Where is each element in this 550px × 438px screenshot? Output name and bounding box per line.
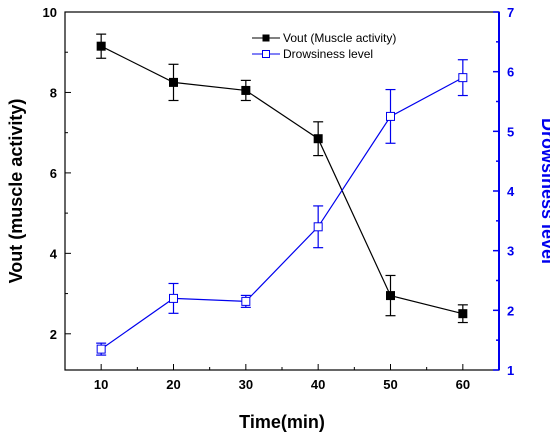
x-tick-label: 60 <box>456 377 470 392</box>
y-tick-label: 4 <box>50 246 58 261</box>
y2-tick-label: 5 <box>507 124 514 139</box>
x-tick-label: 10 <box>94 377 108 392</box>
y2-tick-label: 2 <box>507 303 514 318</box>
x-tick-label: 30 <box>239 377 253 392</box>
y2-tick-label: 6 <box>507 65 514 80</box>
data-point-vout <box>96 41 106 51</box>
left-y-axis-title: Vout (muscle activity) <box>6 99 26 284</box>
data-point-drowsiness <box>241 296 251 306</box>
data-point-drowsiness <box>313 222 323 232</box>
y2-tick-label: 4 <box>507 184 515 199</box>
left-y-axis-ticks: 2 4 6 8 10 <box>43 5 71 342</box>
legend-box <box>248 30 400 64</box>
data-point-drowsiness <box>386 111 395 121</box>
data-point-vout <box>313 134 323 144</box>
plot-frame <box>64 11 500 371</box>
legend: Vout (Muscle activity) Drowsiness level <box>248 30 400 64</box>
y-tick-label: 8 <box>50 85 57 100</box>
right-y-axis-title: Drowsiness level <box>538 118 550 264</box>
data-point-vout <box>169 77 178 87</box>
right-y-axis-ticks: 1 2 3 4 5 6 7 <box>493 5 515 378</box>
y-tick-label: 2 <box>50 327 57 342</box>
data-point-vout <box>386 291 395 301</box>
series-layer <box>96 33 468 356</box>
x-tick-label: 20 <box>166 377 180 392</box>
x-axis-ticks: 10 20 30 40 50 60 <box>94 364 470 392</box>
y2-tick-label: 3 <box>507 244 514 259</box>
legend-marker-vout <box>262 34 270 42</box>
data-point-vout <box>241 85 251 95</box>
y2-tick-label: 7 <box>507 5 514 20</box>
legend-label-vout: Vout (Muscle activity) <box>283 31 396 45</box>
x-tick-label: 40 <box>311 377 325 392</box>
series-line-vout <box>100 45 463 315</box>
x-axis-title: Time(min) <box>239 412 325 432</box>
y-tick-label: 6 <box>50 166 57 181</box>
legend-label-drowsiness: Drowsiness level <box>283 47 373 61</box>
y-tick-label: 10 <box>43 5 57 20</box>
legend-marker-drowsiness <box>262 50 270 58</box>
x-tick-label: 50 <box>383 377 397 392</box>
data-point-drowsiness <box>96 344 106 354</box>
data-point-drowsiness <box>169 293 178 303</box>
y2-tick-label: 1 <box>507 363 514 378</box>
data-point-drowsiness <box>458 73 468 83</box>
series-line-drowsiness <box>100 77 464 350</box>
data-point-vout <box>458 309 468 319</box>
